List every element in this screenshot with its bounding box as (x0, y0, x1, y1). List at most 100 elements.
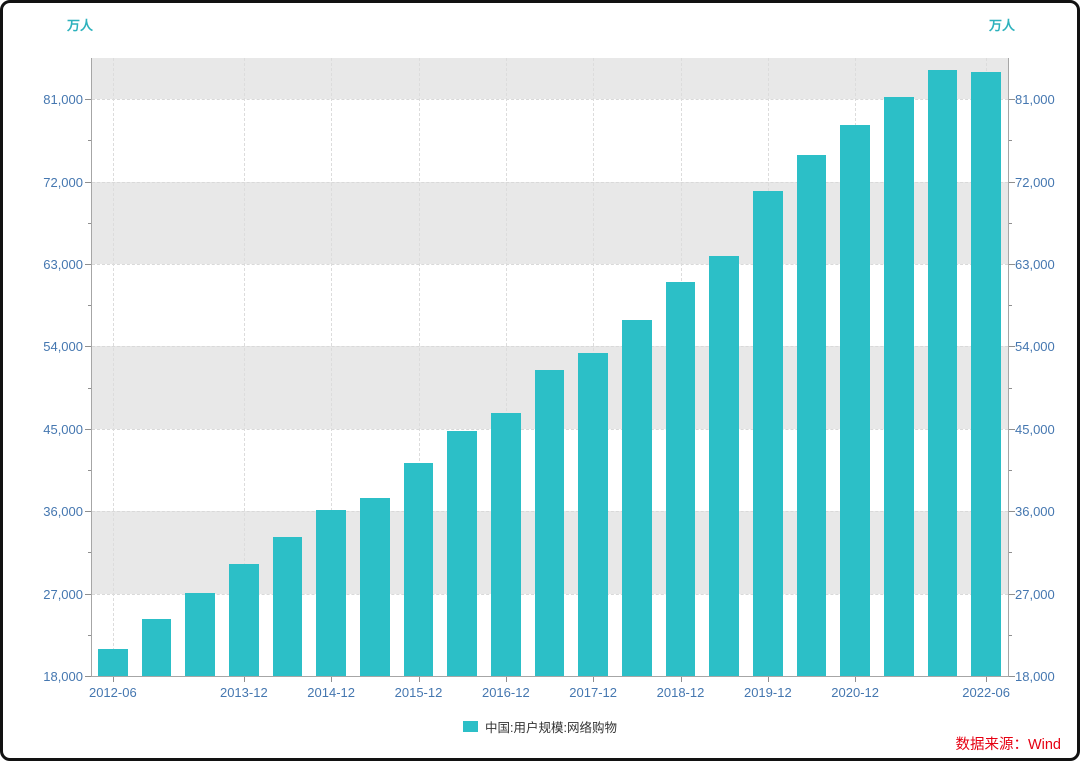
y-minor-tick-left (88, 470, 91, 471)
y-tick-left (85, 181, 91, 183)
y-tick-right (1009, 264, 1015, 265)
y-axis-label: 81,000 (1015, 92, 1055, 108)
y-minor-tick-left (88, 634, 91, 636)
y-minor-tick-left (88, 140, 91, 142)
x-axis-label: 2016-12 (481, 685, 530, 700)
bar (359, 498, 390, 676)
x-tick (593, 677, 595, 682)
y-tick-right (1009, 593, 1015, 595)
x-tick (331, 677, 333, 682)
y-tick-right (1009, 676, 1015, 677)
bar (447, 430, 477, 676)
y-tick-left (85, 593, 91, 595)
y-minor-tick-left (88, 222, 91, 224)
bar (490, 413, 521, 676)
bar (272, 536, 303, 676)
x-tick (112, 677, 114, 682)
y-axis-line-right (1008, 58, 1009, 676)
background-band (92, 181, 1008, 264)
v-gridline (112, 58, 114, 676)
y-axis-label: 18,000 (43, 669, 83, 684)
h-gridline (92, 346, 1008, 348)
y-tick-left (85, 428, 91, 430)
bar (403, 462, 434, 676)
background-band (92, 58, 1008, 100)
y-minor-tick-right (1009, 305, 1012, 307)
x-axis-label: 2018-12 (656, 685, 705, 700)
x-tick (243, 677, 245, 682)
v-gridline (331, 58, 333, 676)
bar (927, 69, 958, 676)
x-axis-label: 2013-12 (219, 685, 268, 700)
y-axis-label: 72,000 (1015, 174, 1055, 190)
y-minor-tick-left (88, 552, 91, 554)
bar (971, 71, 1001, 676)
y-axis-label: 63,000 (43, 257, 83, 272)
x-tick (767, 677, 769, 682)
bar (752, 190, 783, 676)
bar (316, 510, 346, 676)
y-tick-left (85, 346, 91, 348)
bar (883, 97, 914, 676)
y-minor-tick-right (1009, 552, 1012, 554)
bar (534, 370, 565, 676)
x-tick (680, 677, 682, 682)
y-axis-label: 54,000 (43, 339, 83, 355)
y-axis-label: 54,000 (1015, 339, 1055, 355)
y-axis-label: 36,000 (1015, 504, 1055, 520)
y-axis-label: 45,000 (43, 421, 83, 437)
h-gridline (92, 99, 1008, 101)
x-tick (418, 677, 420, 682)
x-axis-line (91, 676, 1009, 677)
y-axis-label: 36,000 (43, 504, 83, 520)
bar (228, 564, 259, 676)
v-gridline (418, 58, 420, 676)
y-axis-label: 72,000 (43, 174, 83, 190)
v-gridline (505, 58, 507, 676)
y-tick-left (85, 99, 91, 101)
legend: 中国:用户规模:网络购物 (3, 717, 1077, 736)
legend-swatch (463, 721, 479, 732)
bar (578, 352, 608, 676)
y-tick-left (85, 676, 91, 677)
bar (141, 619, 172, 676)
y-axis-label: 27,000 (1015, 586, 1055, 602)
y-tick-right (1009, 428, 1015, 430)
y-axis-unit-right: 万人 (989, 18, 1016, 33)
x-axis-label: 2014-12 (307, 685, 356, 700)
x-tick (986, 677, 988, 682)
y-minor-tick-right (1009, 140, 1012, 142)
y-axis-label: 27,000 (43, 586, 83, 602)
x-tick (505, 677, 507, 682)
x-axis-label: 2012-06 (88, 685, 137, 700)
y-tick-right (1009, 346, 1015, 348)
y-axis-label: 63,000 (1015, 257, 1055, 272)
bar (97, 648, 128, 676)
y-minor-tick-right (1009, 387, 1012, 389)
y-axis-line-left (91, 58, 92, 676)
legend-label: 中国:用户规模:网络购物 (485, 721, 617, 735)
y-tick-left (85, 511, 91, 513)
y-tick-right (1009, 511, 1015, 513)
bar (621, 319, 652, 676)
bar (665, 282, 696, 676)
data-source-text: 数据来源：Wind (955, 737, 1061, 753)
x-tick (855, 677, 857, 682)
y-tick-right (1009, 181, 1015, 183)
x-axis-label: 2022-06 (962, 685, 1011, 700)
y-tick-left (85, 264, 91, 265)
y-axis-label: 81,000 (43, 92, 83, 108)
x-axis-label: 2017-12 (569, 685, 618, 700)
bar (796, 155, 827, 676)
y-tick-right (1009, 99, 1015, 101)
x-axis-label: 2015-12 (394, 685, 443, 700)
x-axis-label: 2020-12 (831, 685, 880, 700)
y-axis-label: 18,000 (1015, 669, 1055, 684)
y-axis-unit-left: 万人 (67, 18, 94, 33)
h-gridline (92, 264, 1008, 265)
y-minor-tick-right (1009, 634, 1012, 636)
bar (840, 124, 870, 676)
bar (709, 255, 739, 676)
y-minor-tick-right (1009, 222, 1012, 224)
x-axis-label: 2019-12 (743, 685, 792, 700)
